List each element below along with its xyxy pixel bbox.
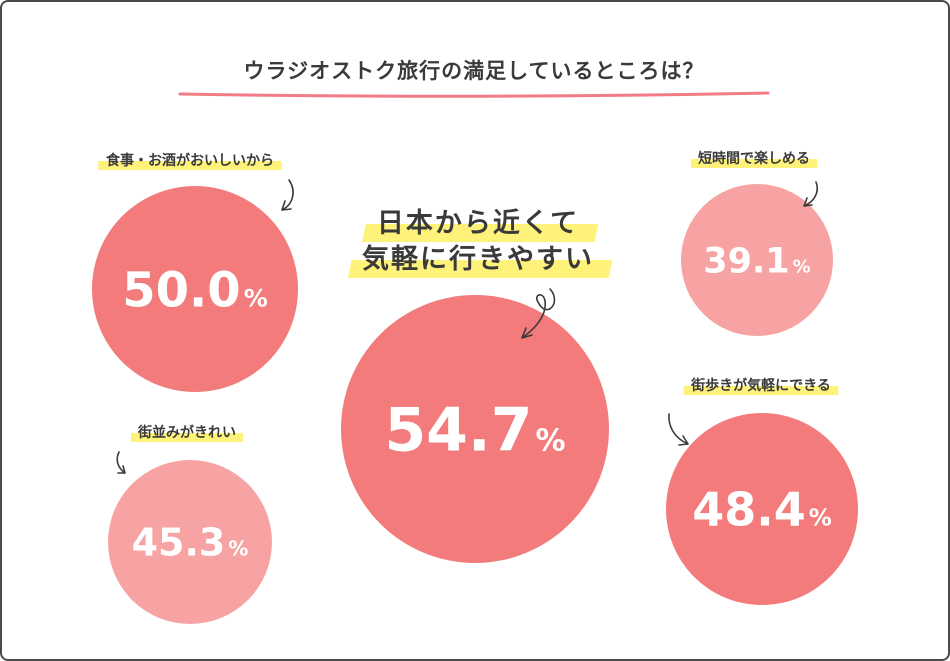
bubble-value: 45.3% xyxy=(132,521,249,565)
bubble-4: 45.3 % 街並みがきれい xyxy=(108,424,272,624)
value-number: 45.3 xyxy=(132,521,226,565)
bubble-3: 48.4 % 街歩きが気軽にできる xyxy=(666,377,858,605)
label-highlight xyxy=(131,433,243,442)
arrow-icon xyxy=(116,451,126,474)
label-highlight xyxy=(98,161,282,170)
bubble-label: 食事・お酒がおいしいから xyxy=(106,152,274,169)
chart-title: ウラジオストク旅行の満足しているところは？ xyxy=(244,59,705,83)
bubble-label: 気軽に行きやすい xyxy=(362,243,594,275)
bubble-circle xyxy=(681,184,833,336)
bubble-label: 街歩きが気軽にできる xyxy=(690,377,831,394)
bubble-value: 50.0% xyxy=(122,262,267,318)
bubble-label: 短時間で楽しめる xyxy=(698,150,810,167)
value-number: 54.7 xyxy=(384,396,532,466)
arrow-icon xyxy=(281,179,294,211)
value-number: 48.4 xyxy=(692,483,806,537)
value-number: 50.0 xyxy=(122,262,240,318)
arrow-icon xyxy=(668,413,689,446)
label-highlight xyxy=(683,386,839,395)
arrow-icon xyxy=(803,181,819,207)
value-unit: % xyxy=(535,424,565,459)
value-unit: % xyxy=(809,506,832,532)
value-number: 39.1 xyxy=(703,242,789,282)
bubble-value: 39.1% xyxy=(703,242,810,282)
label-highlight xyxy=(690,159,818,168)
bubble-5: 39.1 % 短時間で楽しめる xyxy=(681,150,833,336)
bubble-circle xyxy=(666,413,858,605)
value-unit: % xyxy=(244,284,268,312)
bubble-circle xyxy=(108,460,272,624)
arrow-icon xyxy=(521,288,556,339)
bubble-label: 街並みがきれい xyxy=(137,424,236,441)
value-unit: % xyxy=(228,537,248,561)
value-unit: % xyxy=(793,257,811,278)
bubble-circle xyxy=(341,295,609,563)
bubble-label: 日本から近くて xyxy=(377,208,579,239)
bubble-2: 50.0 % 食事・お酒がおいしいから xyxy=(92,152,298,392)
label-highlight xyxy=(362,224,599,242)
bubble-value: 48.4% xyxy=(692,483,832,537)
title-underline xyxy=(178,91,770,98)
bubble-value: 54.7% xyxy=(384,396,565,466)
bubble-circle xyxy=(92,186,298,392)
label-highlight xyxy=(347,260,613,278)
